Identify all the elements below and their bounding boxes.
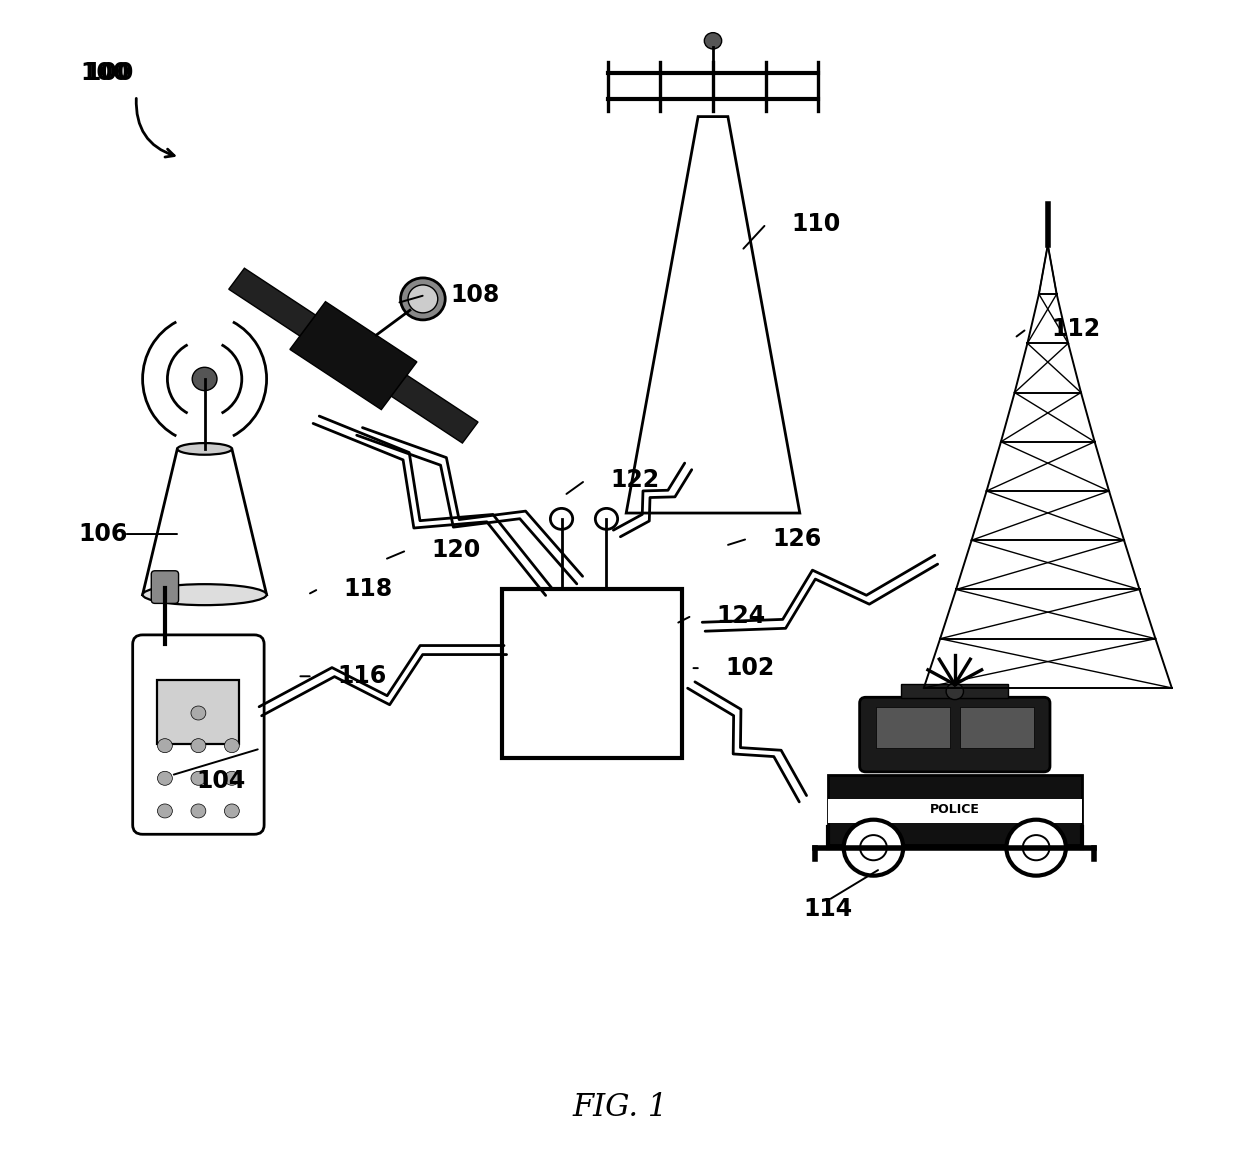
Text: 110: 110 bbox=[791, 212, 841, 236]
Circle shape bbox=[595, 508, 618, 529]
Circle shape bbox=[224, 772, 239, 786]
Circle shape bbox=[191, 739, 206, 753]
Ellipse shape bbox=[177, 443, 232, 455]
Circle shape bbox=[191, 705, 206, 719]
Polygon shape bbox=[392, 375, 479, 443]
FancyBboxPatch shape bbox=[859, 697, 1050, 772]
Text: 122: 122 bbox=[610, 469, 660, 492]
Text: POLICE: POLICE bbox=[930, 802, 980, 816]
Polygon shape bbox=[228, 268, 315, 336]
Circle shape bbox=[861, 835, 887, 861]
Ellipse shape bbox=[143, 584, 267, 605]
Text: 108: 108 bbox=[450, 283, 500, 307]
FancyBboxPatch shape bbox=[151, 571, 179, 604]
Polygon shape bbox=[290, 302, 417, 409]
Circle shape bbox=[401, 278, 445, 319]
Circle shape bbox=[224, 805, 239, 819]
Bar bbox=[901, 684, 1008, 698]
Text: 104: 104 bbox=[196, 770, 246, 793]
Circle shape bbox=[551, 508, 573, 529]
Circle shape bbox=[157, 805, 172, 819]
Bar bbox=[875, 707, 950, 747]
Circle shape bbox=[192, 367, 217, 391]
Text: 102: 102 bbox=[725, 656, 775, 680]
Text: 114: 114 bbox=[804, 898, 853, 921]
Circle shape bbox=[946, 683, 963, 700]
Bar bbox=[157, 681, 239, 744]
Text: 112: 112 bbox=[1052, 317, 1101, 340]
Bar bbox=[960, 707, 1034, 747]
Bar bbox=[828, 799, 1081, 823]
Circle shape bbox=[157, 772, 172, 786]
Bar bbox=[828, 775, 1081, 845]
Circle shape bbox=[191, 805, 206, 819]
Bar bbox=[502, 589, 682, 758]
Circle shape bbox=[157, 739, 172, 753]
Text: 116: 116 bbox=[337, 665, 387, 688]
Text: 100: 100 bbox=[84, 62, 134, 85]
Circle shape bbox=[1007, 820, 1066, 876]
Circle shape bbox=[191, 772, 206, 786]
Circle shape bbox=[1023, 835, 1049, 861]
Text: FIG. 1: FIG. 1 bbox=[573, 1093, 667, 1123]
Circle shape bbox=[704, 33, 722, 49]
FancyBboxPatch shape bbox=[133, 634, 264, 835]
Text: 126: 126 bbox=[773, 527, 822, 550]
Circle shape bbox=[224, 739, 239, 753]
Text: 106: 106 bbox=[78, 522, 128, 546]
Text: 100: 100 bbox=[81, 62, 130, 85]
Polygon shape bbox=[626, 117, 800, 513]
Text: 120: 120 bbox=[432, 539, 481, 562]
Text: 118: 118 bbox=[343, 577, 393, 600]
Circle shape bbox=[843, 820, 903, 876]
Polygon shape bbox=[143, 449, 267, 595]
Text: 124: 124 bbox=[717, 604, 766, 627]
Circle shape bbox=[408, 285, 438, 312]
